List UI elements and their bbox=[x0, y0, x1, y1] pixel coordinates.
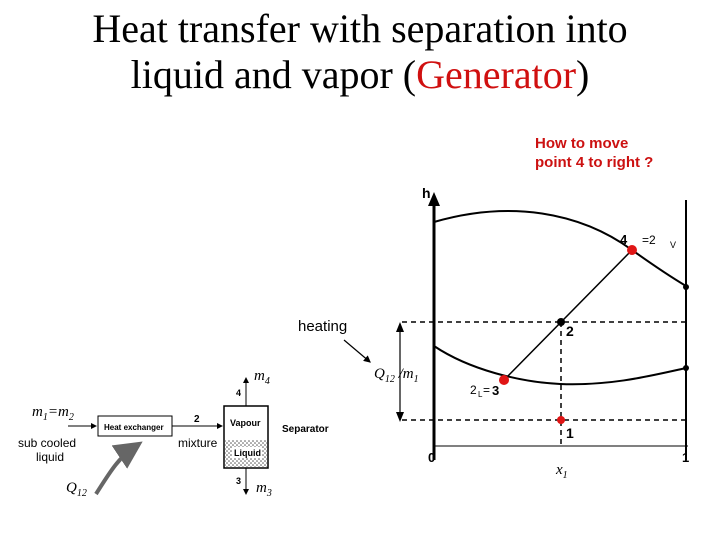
h-axis-arrowhead bbox=[428, 192, 440, 206]
title-highlight: Generator bbox=[416, 52, 577, 97]
point-3-label: 3 bbox=[492, 383, 499, 398]
point-2-label: 2 bbox=[566, 323, 574, 339]
question-line1: How to move bbox=[535, 135, 629, 152]
heat-exchanger-label: Heat exchanger bbox=[104, 423, 164, 432]
point-3-pre: 2 bbox=[470, 383, 477, 397]
point-1-dot bbox=[557, 416, 565, 424]
point-3-dot bbox=[499, 375, 509, 385]
q-ratio-label: Q12 /m1 bbox=[374, 366, 419, 385]
delta-h-arrow-top bbox=[396, 322, 404, 332]
m4-label: m4 bbox=[254, 368, 270, 387]
slide-title-line2: liquid and vapor (Generator) bbox=[0, 52, 720, 98]
point-3-sub: L bbox=[478, 390, 483, 399]
axis-h-label: h bbox=[422, 185, 431, 201]
lower-curve bbox=[433, 345, 687, 386]
question-note: How to move point 4 to right ? bbox=[535, 134, 653, 172]
point-4-label: 4 bbox=[620, 232, 628, 247]
liquid-label: liquid bbox=[36, 450, 65, 464]
m3-label: m3 bbox=[256, 480, 272, 499]
title-prefix: liquid and vapor ( bbox=[130, 52, 417, 97]
lower-end-dot bbox=[683, 365, 689, 371]
heating-label: heating bbox=[298, 318, 348, 335]
separator-label: Separator bbox=[282, 424, 329, 435]
point-4-eq: =2 bbox=[642, 233, 656, 247]
node-4-label: 4 bbox=[236, 388, 241, 398]
heating-arrow bbox=[343, 339, 371, 363]
q12-heat-arrow bbox=[94, 441, 143, 496]
point-2-dot bbox=[557, 318, 565, 326]
m1-eq-label: m1=m2 bbox=[32, 404, 74, 423]
point-3-eq: = bbox=[483, 383, 490, 397]
upper-curve bbox=[433, 210, 687, 287]
tie-line bbox=[503, 249, 633, 381]
upper-end-dot bbox=[683, 284, 689, 290]
node-3-label: 3 bbox=[236, 476, 241, 486]
sub-cooled-label: sub cooled bbox=[18, 436, 77, 450]
liquid-box-label: Liquid bbox=[234, 448, 261, 458]
point-4-sub: V bbox=[670, 240, 676, 250]
tick-0: 0 bbox=[428, 450, 435, 465]
axis-x-label: x1 bbox=[556, 462, 568, 481]
delta-h-arrow-bottom bbox=[396, 412, 404, 422]
vapour-label: Vapour bbox=[230, 418, 261, 428]
mixture-label: mixture bbox=[178, 436, 218, 450]
slide-title-line1: Heat transfer with separation into bbox=[92, 6, 628, 51]
point-1-label: 1 bbox=[566, 425, 574, 441]
point-4-dot bbox=[627, 245, 637, 255]
title-suffix: ) bbox=[576, 52, 590, 97]
q12-label: Q12 bbox=[66, 480, 87, 499]
liquid-label-bg bbox=[232, 447, 262, 458]
tick-1: 1 bbox=[682, 450, 689, 465]
node-2-label: 2 bbox=[194, 414, 200, 425]
question-line2: point 4 to right ? bbox=[535, 154, 654, 171]
